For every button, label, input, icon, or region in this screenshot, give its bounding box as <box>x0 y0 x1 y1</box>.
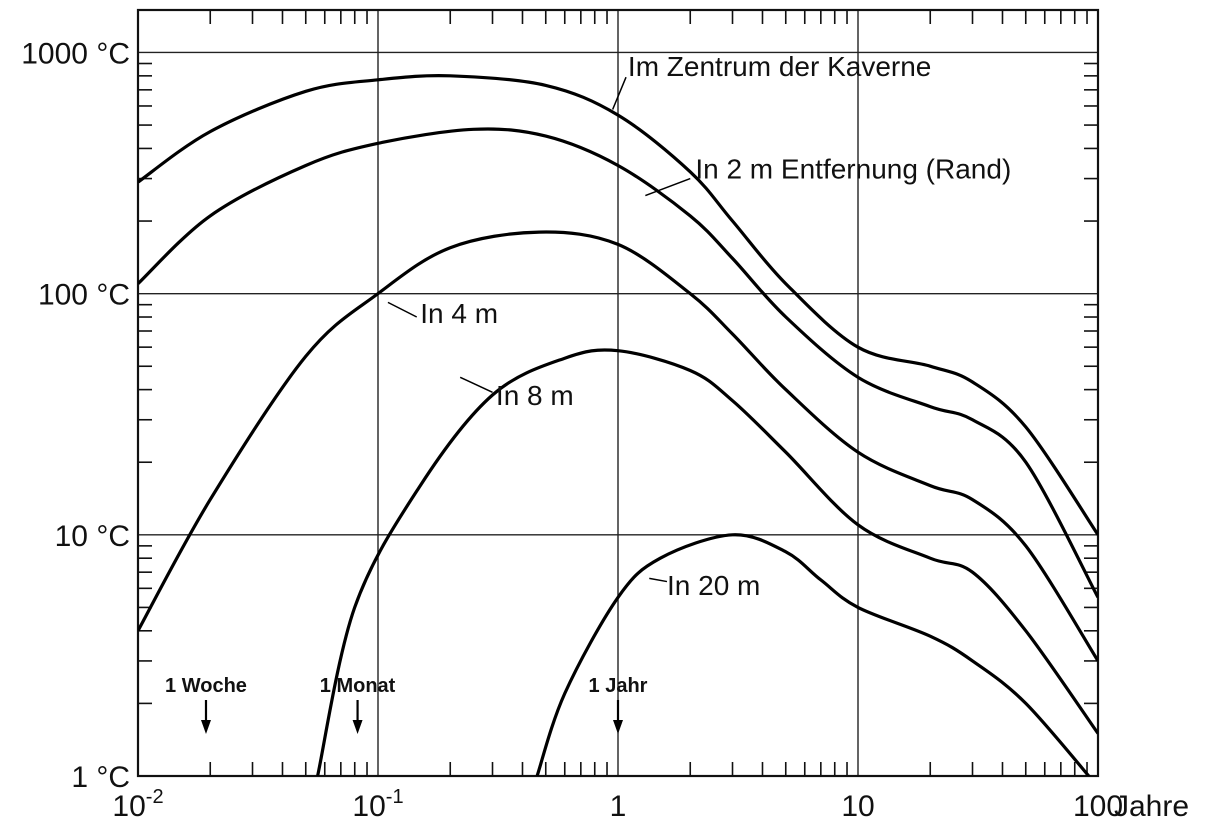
x-unit-label: Jahre <box>1114 790 1189 823</box>
x-tick-label-2: 1 <box>610 790 627 823</box>
series-label-4: In 20 m <box>667 570 760 601</box>
x-tick-label-0: 10-2 <box>112 786 163 823</box>
series-leader-4 <box>649 577 668 583</box>
series-leader-0 <box>611 76 627 110</box>
series-leader-2 <box>387 301 418 318</box>
marker-arrowhead-0 <box>200 720 211 734</box>
series-lines <box>138 74 1098 776</box>
y-tick-label-1: 10 °C <box>55 520 130 553</box>
series-leader-3 <box>459 376 493 393</box>
x-tick-labels: 10-2 10-1 1 10 100 <box>112 786 1123 823</box>
grid <box>138 10 1098 776</box>
minor-ticks <box>138 10 1098 776</box>
label-leaders <box>387 76 691 583</box>
y-tick-label-3: 1000 °C <box>21 37 130 70</box>
time-markers: 1 Woche 1 Monat 1 Jahr <box>165 675 648 734</box>
series-labels: Im Zentrum der Kaverne In 2 m Entfernung … <box>420 51 1011 601</box>
series-label-1: In 2 m Entfernung (Rand) <box>695 154 1011 185</box>
y-tick-labels: 1 °C 10 °C 100 °C 1000 °C <box>21 37 130 794</box>
series-line-0 <box>138 74 1098 536</box>
y-tick-label-0: 1 °C <box>71 761 130 794</box>
x-tick-label-1: 10-1 <box>352 786 403 823</box>
x-tick-label-3: 10 <box>841 790 874 823</box>
marker-arrowhead-2 <box>613 720 623 734</box>
plot-frame <box>136 8 1100 778</box>
series-line-1 <box>138 127 1098 599</box>
series-line-2 <box>138 230 1098 662</box>
series-line-4 <box>535 533 1091 776</box>
marker-label-0: 1 Woche <box>165 675 247 697</box>
marker-label-2: 1 Jahr <box>589 675 648 697</box>
x-tick-label-4: 100 <box>1073 790 1123 823</box>
series-label-0: Im Zentrum der Kaverne <box>628 51 931 82</box>
marker-arrowhead-1 <box>352 720 363 734</box>
y-tick-label-2: 100 °C <box>38 279 130 312</box>
series-leader-1 <box>645 177 691 197</box>
series-label-2: In 4 m <box>420 298 498 329</box>
series-line-3 <box>316 348 1098 776</box>
marker-label-1: 1 Monat <box>320 675 396 697</box>
series-label-3: In 8 m <box>496 380 574 411</box>
